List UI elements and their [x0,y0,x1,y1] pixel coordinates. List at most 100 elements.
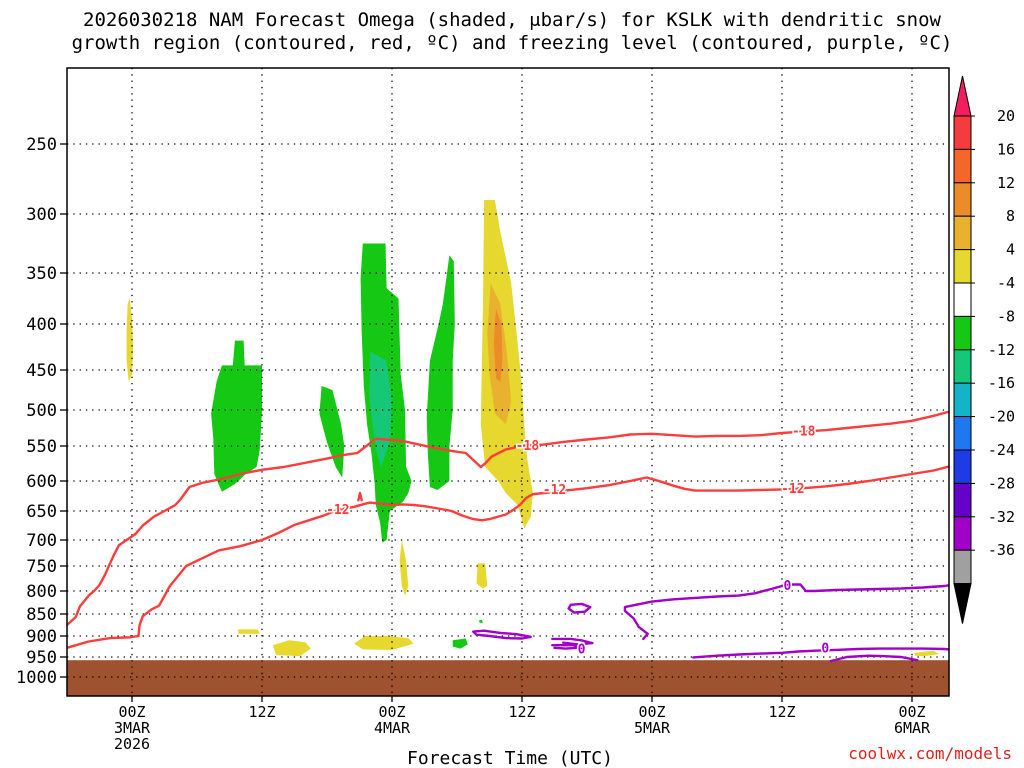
contour-line [67,465,949,649]
colorbar-segment [953,449,972,484]
contour-value-label: -18 [792,425,816,440]
omega-region [238,629,260,634]
colorbar-bottom-arrow [953,583,972,624]
colorbar-label: -8 [997,307,1015,325]
y-tick-label: 700 [26,531,57,551]
colorbar-legend: 20 16 12 8 4 -4 -8 -12 -16 -20 -24 -28 -32 -36 [953,75,1015,624]
y-tick-label: 400 [26,315,57,335]
omega-shading [126,200,940,657]
contour-value-label: -12 [781,482,804,497]
contour-value-label: -12 [543,483,566,498]
x-tick-label: 3MAR [114,719,151,737]
y-tick-label: 900 [26,627,57,647]
grid-lines [67,68,949,696]
chart-title-line-1: 2026030218 NAM Forecast Omega (shaded, μ… [83,9,941,31]
omega-region [914,650,940,657]
contour-labels: -18 -18 -12 -12 -12 0 0 0 [325,423,831,659]
omega-region [452,638,468,649]
omega-region [426,255,455,490]
colorbar-label: -20 [988,408,1015,426]
contour-line [472,629,532,640]
y-tick-label: 1000 [16,668,57,688]
x-tick-label: 4MAR [374,719,411,737]
omega-region [399,540,409,596]
contour-line [551,644,580,650]
y-tick-label: 450 [26,361,57,381]
y-tick-label: 950 [26,648,57,668]
contour-line [692,647,949,659]
colorbar-segment [953,549,972,585]
colorbar-segment [953,382,972,418]
omega-region [354,636,414,650]
colorbar-segment [953,249,972,284]
x-tick-label: 2026 [114,735,150,753]
y-tick-label: 600 [26,472,57,492]
pressure-axis: 2503003504004505005506006507007508008509… [16,135,67,688]
y-tick-label: 550 [26,437,57,457]
y-tick-label: 350 [26,264,57,284]
x-tick-label: 6MAR [894,719,931,737]
omega-region [319,386,345,478]
credit-text: coolwx.com/models [848,744,1012,763]
colorbar-label: -16 [988,374,1015,392]
contour-line [623,583,949,641]
colorbar-segment [953,416,972,451]
contour-value-label: 0 [578,642,586,657]
colorbar-label: 12 [997,174,1015,192]
omega-region [211,340,262,492]
colorbar-segment [953,182,972,217]
x-tick-label: 00Z [118,703,145,721]
plot-frame [66,67,950,697]
omega-region [493,308,503,382]
y-tick-label: 850 [26,605,57,625]
y-tick-label: 650 [26,502,57,522]
x-tick-label: 12Z [248,703,275,721]
contour-line [357,491,363,502]
y-tick-label: 500 [26,401,57,421]
contour-value-label: 0 [784,579,792,594]
x-tick-label: 12Z [768,703,795,721]
terrain-fill [67,660,949,696]
x-tick-label: 5MAR [634,719,671,737]
x-axis-label: Forecast Time (UTC) [407,748,613,768]
colorbar-top-arrow [953,75,972,117]
colorbar-label: 4 [1006,241,1015,259]
colorbar-segment [953,215,972,251]
colorbar-label: 16 [997,140,1015,158]
colorbar-label: 8 [1006,207,1015,225]
contour-value-label: 0 [821,642,829,657]
colorbar-segment [953,115,972,150]
contour-line [829,654,919,663]
contour-line [551,637,594,646]
colorbar-label: -36 [988,541,1015,559]
colorbar-segment [953,482,972,518]
colorbar-label: -32 [988,508,1015,526]
y-tick-label: 750 [26,557,57,577]
colorbar-label: -12 [988,341,1015,359]
omega-region [126,298,134,382]
omega-region [476,563,488,589]
colorbar-segment [953,148,972,184]
contour-value-label: -12 [326,503,349,518]
terrain-surface [67,660,949,696]
x-tick-label: 00Z [898,703,925,721]
colorbar-label: -28 [988,474,1015,492]
chart-title-line-2: growth region (contoured, red, ºC) and f… [71,32,953,54]
colorbar-segment [953,282,972,317]
omega-region [272,640,311,657]
y-tick-label: 300 [26,205,57,225]
x-tick-label: 00Z [638,703,665,721]
x-tick-label: 00Z [378,703,405,721]
contour-line [567,602,592,614]
y-tick-label: 250 [26,135,57,155]
contour-value-label: -18 [516,439,540,454]
colorbar-label: -4 [997,274,1015,292]
omega-region [478,619,483,623]
colorbar-segment [953,516,972,551]
colorbar-segment [953,349,972,384]
contour-line [67,410,949,627]
x-tick-label: 12Z [508,703,535,721]
temperature-contours [67,410,949,663]
